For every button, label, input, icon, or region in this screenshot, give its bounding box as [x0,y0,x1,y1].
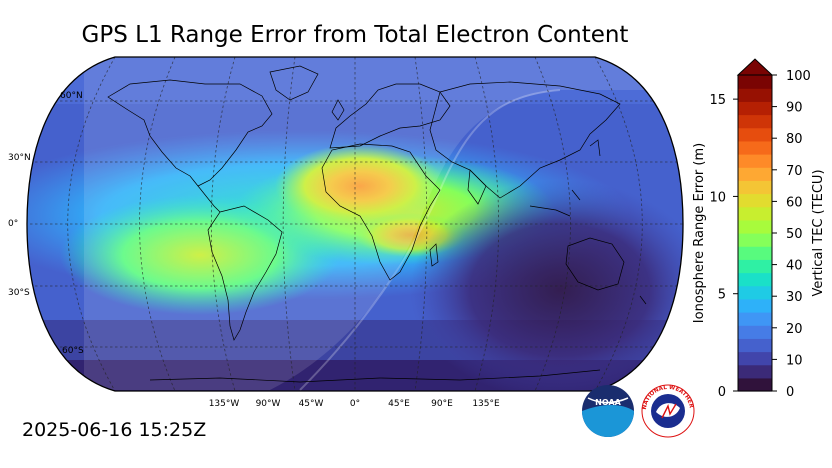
colorbar-segment [738,180,772,195]
colorbar-right-tick-label: 80 [786,132,803,147]
meridian-line [139,57,176,391]
colorbar-left-tick-label: 15 [709,93,726,108]
noaa-logo-text: NOAA [595,398,621,407]
colorbar-segment [738,219,772,234]
colorbar-segment [738,246,772,260]
meridian-line [211,57,236,391]
colorbar-segment [738,272,772,287]
colorbar-segment [738,285,772,300]
lat-label-0: 0° [8,219,18,229]
colorbar-segment [738,338,772,353]
colorbar-left-label: Ionosphere Range Error (m) [692,143,707,323]
lon-label-135e: 135°E [472,399,500,409]
colorbar-segment [738,312,772,326]
lon-label-45w: 45°W [299,399,324,409]
colorbar-left-tick-label: 5 [718,288,726,303]
colorbar-right-tick-label: 50 [786,227,803,242]
colorbar-right-tick-label: 90 [786,101,803,116]
colorbar-segment [738,298,772,313]
colorbar-segment [738,101,772,116]
colorbar-segment [738,325,772,339]
colorbar-right-tick-label: 0 [786,385,794,400]
colorbar-segment [738,167,772,181]
lon-label-90w: 90°W [256,399,281,409]
colorbar-left-tick-label: 0 [718,385,726,400]
colorbar-right-ticks: 0 10 20 30 40 50 60 70 80 90 100 [772,69,811,400]
colorbar-segment [738,75,772,89]
colorbar-segments [738,75,772,392]
timestamp: 2025-06-16 15:25Z [22,419,207,441]
lat-label-30s: 30°S [8,288,30,298]
lon-label-0: 0° [350,399,360,409]
colorbar-right-tick-label: 30 [786,290,803,305]
colorbar-segment [738,377,772,392]
meridian-line [282,57,296,391]
colorbar-left-ticks: 0 5 10 15 [709,93,738,400]
colorbar-segment [738,206,772,221]
colorbar-segment [738,114,772,129]
colorbar-segment [738,154,772,168]
lat-label-30n: 30°N [8,153,31,163]
meridian-line [594,57,643,391]
coastlines [107,65,647,383]
colorbar-segment [738,351,772,366]
lon-label-90e: 90°E [431,399,453,409]
colorbar-segment [738,140,772,155]
colorbar-right-label: Vertical TEC (TECU) [811,169,826,296]
colorbar-extend-arrow [736,58,774,76]
colorbar-right-tick-label: 70 [786,164,803,179]
meridian-line [414,57,428,391]
colorbar-segment [738,88,772,102]
lon-label-45e: 45°E [388,399,410,409]
world-map [26,56,684,392]
lat-label-60s: 60°S [62,346,84,356]
colorbar-segment [738,259,772,274]
tec-field [27,57,683,391]
colorbar-right-tick-label: 20 [786,322,803,337]
colorbar-segment [738,193,772,208]
colorbar-right-tick-label: 60 [786,195,803,210]
colorbar-segment [738,127,772,142]
lat-label-60n: 60°N [60,91,83,101]
meridian-line [474,57,499,391]
colorbar-right-tick-label: 10 [786,353,803,368]
lon-label-135w: 135°W [209,399,240,409]
colorbar-segment [738,364,772,379]
colorbar-right-tick-label: 40 [786,259,803,274]
map-title: GPS L1 Range Error from Total Electron C… [81,22,629,48]
meridian-line [534,57,571,391]
graticule [27,57,683,391]
noaa-logo: NOAA [582,385,634,437]
colorbar-right-tick-label: 100 [786,69,811,84]
colorbar-segment [738,233,772,247]
colorbar: 0 5 10 15 0 10 20 30 40 50 60 70 80 90 100 Ionosphere… [692,58,826,400]
meridian-line [67,57,116,391]
colorbar-left-tick-label: 10 [709,190,726,205]
